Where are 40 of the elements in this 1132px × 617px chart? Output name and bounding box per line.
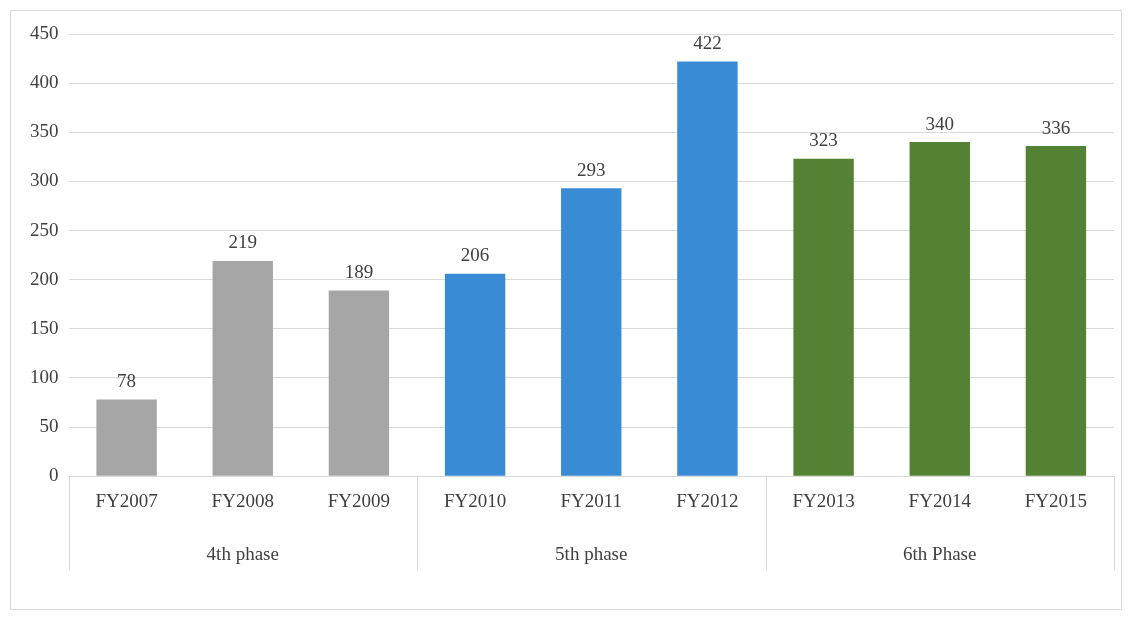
x-tick-label: FY2007 [95, 489, 158, 511]
data-label: 336 [1041, 116, 1071, 138]
x-tick-label: FY2012 [676, 489, 739, 511]
bar [909, 142, 970, 476]
data-label: 340 [925, 112, 954, 134]
data-label: 206 [460, 244, 490, 266]
text: 5th phase [555, 543, 628, 565]
data-label: 78 [117, 370, 137, 392]
x-tick-label: FY2013 [792, 489, 855, 511]
x-tick-label: FY2010 [443, 489, 507, 511]
x-tick-label: FY2011 [560, 489, 623, 511]
y-tick-label: 150 [30, 316, 59, 338]
bar [793, 158, 854, 476]
x-tick-label: FY2015 [1024, 489, 1088, 511]
y-tick-label: 250 [30, 218, 59, 240]
y-tick-label: 350 [30, 120, 59, 142]
y-tick-label: 200 [30, 267, 59, 289]
y-tick-label: 50 [39, 415, 59, 437]
bar [1025, 146, 1087, 476]
y-tick-label: 100 [30, 365, 59, 387]
data-label: 422 [693, 32, 722, 53]
data-label: 323 [809, 129, 838, 151]
y-tick-label: 0 [49, 464, 59, 486]
text: 4th phase [206, 543, 279, 565]
y-tick-label: 400 [30, 71, 59, 93]
data-label: 293 [577, 158, 606, 180]
bar [328, 290, 390, 476]
bar [444, 273, 506, 476]
x-tick-label: FY2014 [908, 489, 972, 511]
y-tick-label: 450 [30, 21, 59, 43]
bar [677, 61, 738, 476]
x-tick-label: FY2009 [327, 489, 391, 511]
data-label: 219 [228, 231, 257, 253]
bar [96, 399, 157, 476]
text: 6th Phase [903, 543, 977, 565]
bar [561, 188, 622, 476]
bar [212, 261, 273, 476]
x-tick-label: FY2008 [211, 489, 274, 511]
y-tick-label: 300 [30, 169, 59, 191]
data-label: 189 [344, 260, 374, 282]
